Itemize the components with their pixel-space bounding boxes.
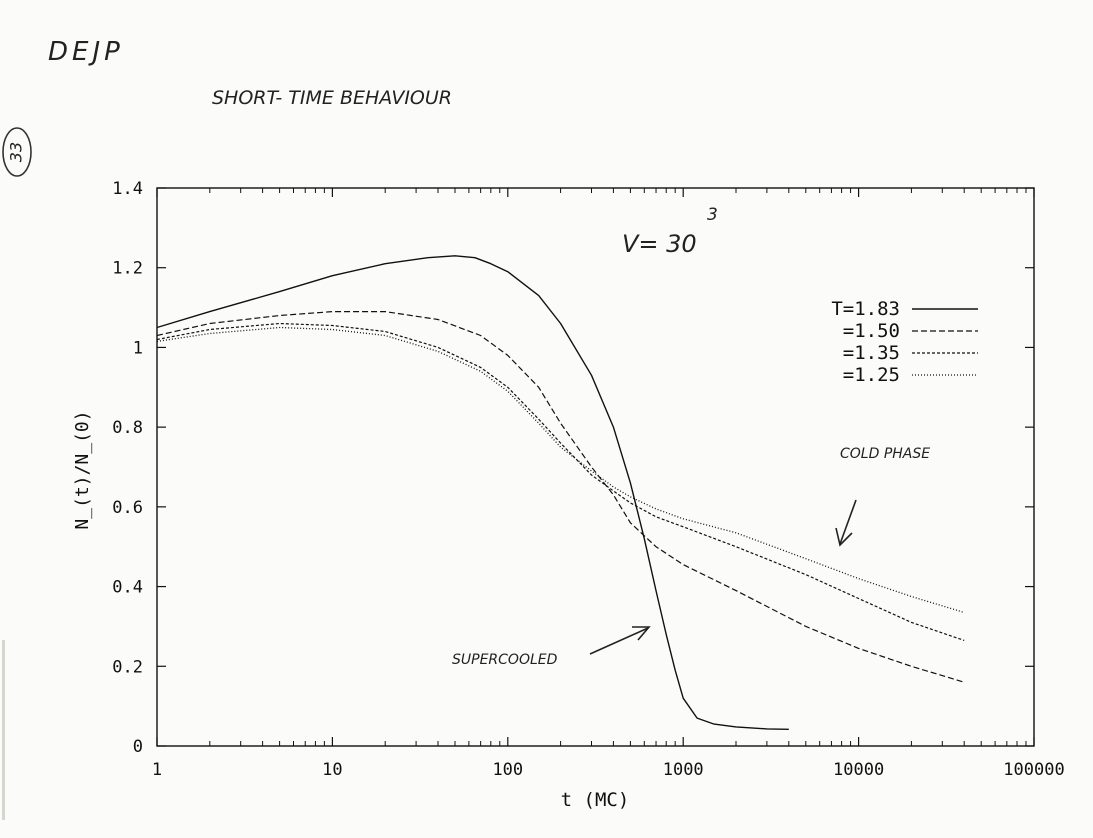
legend: T=1.83=1.50=1.35=1.25 — [831, 298, 978, 386]
x-tick-label: 10 — [322, 760, 342, 780]
volume-annotation: V= 30 — [622, 230, 697, 258]
x-tick-label: 1 — [152, 760, 162, 780]
x-tick-label: 100000 — [1003, 760, 1064, 780]
y-tick-label: 1 — [133, 338, 143, 358]
series-layer — [156, 255, 965, 730]
y-tick-label: 0 — [133, 737, 143, 757]
legend-label: =1.35 — [843, 342, 900, 364]
y-tick-label: 0.8 — [112, 418, 143, 438]
x-axis-label: t (MC) — [561, 789, 630, 811]
series-line — [156, 255, 789, 730]
page-number: 33 — [7, 142, 26, 162]
legend-label: T=1.83 — [831, 298, 900, 320]
y-axis-label: N_(t)/N_(0) — [72, 410, 93, 529]
y-tick-label: 0.4 — [112, 578, 143, 598]
y-axis: 0 0.2 0.4 0.6 0.8 1 1.2 1.4 — [112, 179, 1034, 757]
scan-edge-shadow — [2, 640, 5, 820]
cold-phase-arrow — [835, 499, 857, 547]
corner-label: DEJP — [48, 37, 124, 67]
legend-label: =1.50 — [843, 320, 900, 342]
y-tick-label: 1.4 — [112, 179, 143, 199]
plot-frame — [156, 187, 1035, 747]
x-axis: 1 10 100 1000 10000 100000 — [152, 188, 1065, 780]
x-tick-label: 100 — [492, 760, 523, 780]
supercooled-arrow — [589, 626, 651, 655]
y-tick-label: 1.2 — [112, 259, 143, 279]
series-line — [156, 322, 965, 641]
cold-phase-annotation: COLD PHASE — [840, 446, 930, 462]
page-number-badge: 33 — [2, 127, 32, 177]
y-tick-label: 0.2 — [112, 657, 143, 677]
supercooled-annotation: SUPERCOOLED — [452, 652, 558, 668]
volume-exponent: 3 — [707, 205, 718, 225]
legend-label: =1.25 — [843, 364, 900, 386]
x-tick-label: 1000 — [663, 760, 704, 780]
y-tick-label: 0.6 — [112, 498, 143, 518]
heading-label: SHORT- TIME BEHAVIOUR — [212, 87, 452, 109]
x-tick-label: 10000 — [833, 760, 884, 780]
